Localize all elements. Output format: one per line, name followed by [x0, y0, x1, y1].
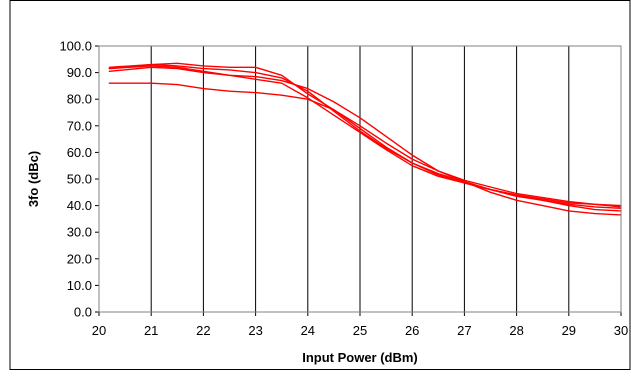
series-lines: [108, 62, 622, 216]
x-tick-label: 24: [301, 323, 315, 338]
x-tick-label: 28: [509, 323, 523, 338]
x-tick-label: 26: [405, 323, 419, 338]
y-tick-label: 20.0: [67, 251, 92, 266]
x-tick-label: 30: [614, 323, 628, 338]
x-tick-label: 22: [196, 323, 210, 338]
x-tick-labels: 20 21 22 23 24 25 26 27 28 29 30: [92, 312, 628, 338]
x-tick-label: 23: [248, 323, 262, 338]
y-axis-title: 3fo (dBc): [26, 151, 41, 207]
y-tick-label: 90.0: [67, 65, 92, 80]
y-tick-label: 30.0: [67, 225, 92, 240]
y-tick-label: 60.0: [67, 145, 92, 160]
y-tick-labels: 0.0 10.0 20.0 30.0 40.0 50.0 60.0 70.0 80.0 90.0 1…: [59, 39, 99, 320]
y-tick-label: 50.0: [67, 172, 92, 187]
x-tick-label: 29: [562, 323, 576, 338]
y-tick-label: 70.0: [67, 118, 92, 133]
y-tick-label: 100.0: [59, 39, 92, 54]
series-line-1: [108, 62, 622, 208]
x-axis-title: Input Power (dBm): [302, 350, 418, 365]
y-tick-label: 40.0: [67, 198, 92, 213]
y-tick-label: 80.0: [67, 92, 92, 107]
series-line-3: [108, 82, 622, 207]
x-tick-label: 25: [353, 323, 367, 338]
x-tick-label: 21: [144, 323, 158, 338]
series-line-2: [108, 66, 622, 216]
plot-area-border: [98, 45, 622, 313]
chart-border: [9, 0, 631, 370]
x-tick-label: 27: [457, 323, 471, 338]
series-line-5: [108, 63, 622, 212]
x-tick-label: 20: [92, 323, 106, 338]
y-tick-label: 0.0: [74, 305, 92, 320]
y-tick-label: 10.0: [67, 278, 92, 293]
